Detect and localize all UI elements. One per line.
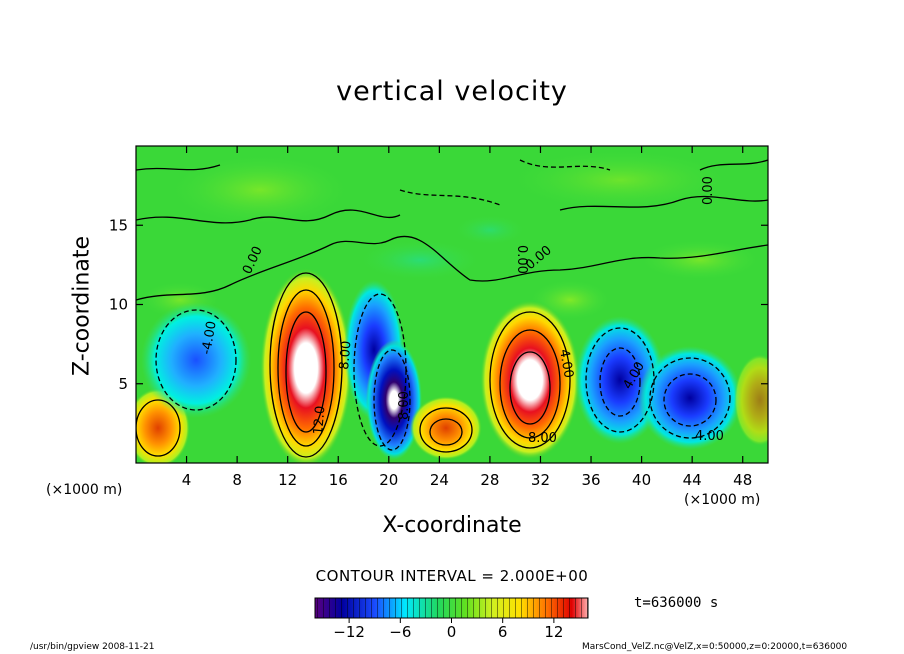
- x-tick-label: 28: [480, 471, 499, 489]
- chart-title: vertical velocity: [336, 76, 568, 107]
- x-unit-label-right: (×1000 m): [684, 492, 761, 508]
- colorbar-tick-label: −6: [389, 623, 411, 641]
- x-tick-label: 40: [632, 471, 651, 489]
- x-tick-label: 8: [232, 471, 242, 489]
- contour-interval: CONTOUR INTERVAL = 2.000E+00: [315, 567, 589, 585]
- x-tick-label: 44: [683, 471, 702, 489]
- x-tick-label: 4: [182, 471, 192, 489]
- colorbar-tick-label: 6: [498, 623, 508, 641]
- contour-label: 8.00: [337, 340, 354, 370]
- footer-program: /usr/bin/gpview 2008-11-21: [30, 642, 155, 652]
- colorbar-tick-label: 12: [544, 623, 563, 641]
- time-label: t=636000 s: [634, 595, 719, 611]
- colorbar-tick-label: 0: [447, 623, 457, 641]
- contour-label: 4.00: [556, 348, 576, 379]
- x-tick-label: 24: [430, 471, 449, 489]
- y-axis: 5 10 15: [109, 216, 768, 393]
- contour-field: -4.00 0.00 12.0 8.00 8.00 8.00 4.00 4.00…: [136, 146, 768, 463]
- y-tick-label: 15: [109, 216, 128, 234]
- x-tick-label: 20: [379, 471, 398, 489]
- x-unit-label-left: (×1000 m): [46, 482, 123, 498]
- x-tick-label: 36: [581, 471, 600, 489]
- x-tick-label: 16: [329, 471, 348, 489]
- x-tick-label: 32: [531, 471, 550, 489]
- contour-label: 0.00: [701, 176, 716, 205]
- contour-label: -4.00: [199, 320, 220, 356]
- contour-label: 8.00: [397, 391, 412, 420]
- contour-label: 12.0: [311, 405, 328, 435]
- y-tick-label: 5: [118, 375, 128, 393]
- y-axis-title: Z-coordinate: [69, 236, 95, 376]
- colorbar-tick-label: −12: [333, 623, 365, 641]
- footer-source: MarsCond_VelZ.nc@VelZ,x=0:50000,z=0:2000…: [582, 642, 848, 652]
- colorbar: −12 −6 0 6 12: [314, 597, 589, 641]
- x-axis: 4 8 12 16 20 24 28 32 36 40 44 48: [182, 146, 752, 489]
- y-tick-label: 10: [109, 296, 128, 314]
- x-axis-title: X-coordinate: [382, 513, 522, 538]
- contour-label: 0.00: [514, 245, 529, 274]
- contour-label: 4.00: [695, 429, 724, 444]
- x-tick-label: 12: [278, 471, 297, 489]
- x-tick-label: 48: [733, 471, 752, 489]
- contour-label: 8.00: [528, 431, 557, 446]
